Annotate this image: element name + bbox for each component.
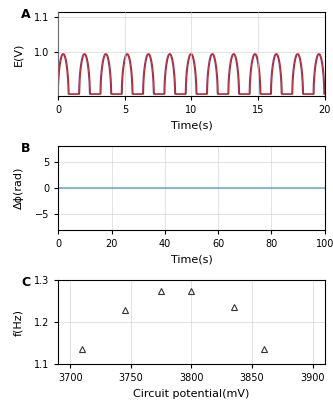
X-axis label: Circuit potential(mV): Circuit potential(mV) xyxy=(133,388,250,398)
X-axis label: Time(s): Time(s) xyxy=(170,254,212,264)
Text: B: B xyxy=(21,142,31,155)
Text: C: C xyxy=(21,276,30,289)
Y-axis label: f(Hz): f(Hz) xyxy=(14,308,24,336)
Y-axis label: Δϕ(rad): Δϕ(rad) xyxy=(14,167,24,209)
X-axis label: Time(s): Time(s) xyxy=(170,120,212,130)
Y-axis label: E(V): E(V) xyxy=(14,42,24,66)
Text: A: A xyxy=(21,8,31,21)
